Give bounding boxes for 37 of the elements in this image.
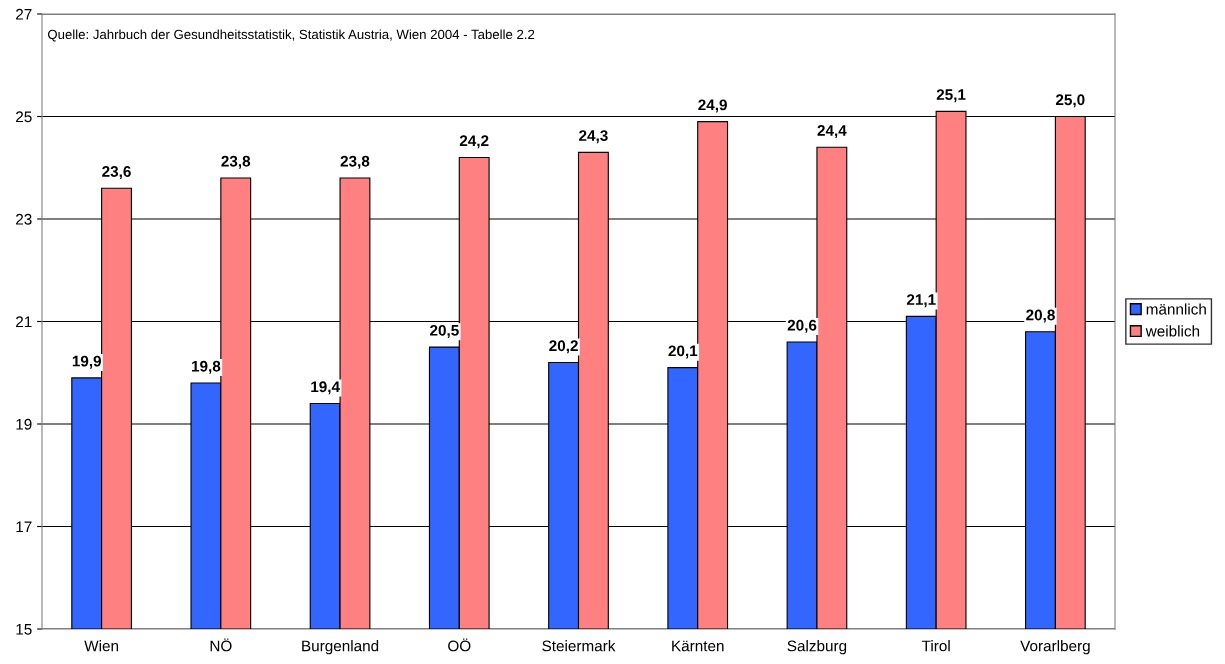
x-tick-label: OÖ (448, 638, 471, 652)
x-tick-label: Steiermark (542, 640, 616, 652)
y-tick-label: 23 (16, 213, 32, 225)
x-tick-label: Kärnten (672, 640, 724, 652)
data-label: 23,6 (102, 166, 131, 180)
x-tick-label: Burgenland (302, 640, 379, 655)
data-label: 24,2 (459, 135, 489, 149)
data-label: 19,8 (192, 360, 221, 374)
data-label: 25,0 (1055, 94, 1085, 108)
data-label: 24,9 (698, 99, 727, 113)
data-label: 25,1 (936, 89, 966, 103)
y-tick-label: 19 (16, 418, 32, 430)
y-tick-label: 27 (16, 8, 32, 20)
y-tick-label: 15 (16, 624, 32, 635)
data-label: 20,6 (787, 319, 817, 333)
data-label: 20,2 (549, 340, 578, 354)
x-tick-label: Wien (84, 640, 119, 652)
annotation: Quelle: Jahrbuch der Gesundheitsstatistik, Statistik Austria, Wien 2004 - Tabelle 2.2 (47, 29, 535, 42)
data-label: 24,3 (579, 130, 608, 144)
data-label: 24,4 (817, 125, 847, 139)
legend-label: weiblich (1145, 325, 1200, 337)
data-label: 20,8 (1026, 309, 1055, 323)
y-tick-label: 17 (16, 521, 32, 533)
data-label: 21,1 (906, 294, 936, 308)
legend-label: männlich (1146, 303, 1206, 315)
y-tick-label: 21 (16, 316, 32, 328)
x-tick-label: Vorarlberg (1020, 640, 1090, 655)
data-label: 19,4 (311, 381, 340, 395)
x-tick-label: Salzburg (787, 640, 847, 655)
x-tick-label: NÖ (210, 638, 232, 652)
data-label: 20,1 (668, 345, 698, 359)
y-tick-label: 25 (16, 111, 32, 123)
data-label: 20,5 (430, 324, 459, 338)
data-label: 23,8 (340, 155, 370, 169)
data-label: 23,8 (221, 155, 251, 169)
x-tick-label: Tirol (921, 640, 950, 652)
data-label: 19,9 (72, 355, 102, 369)
